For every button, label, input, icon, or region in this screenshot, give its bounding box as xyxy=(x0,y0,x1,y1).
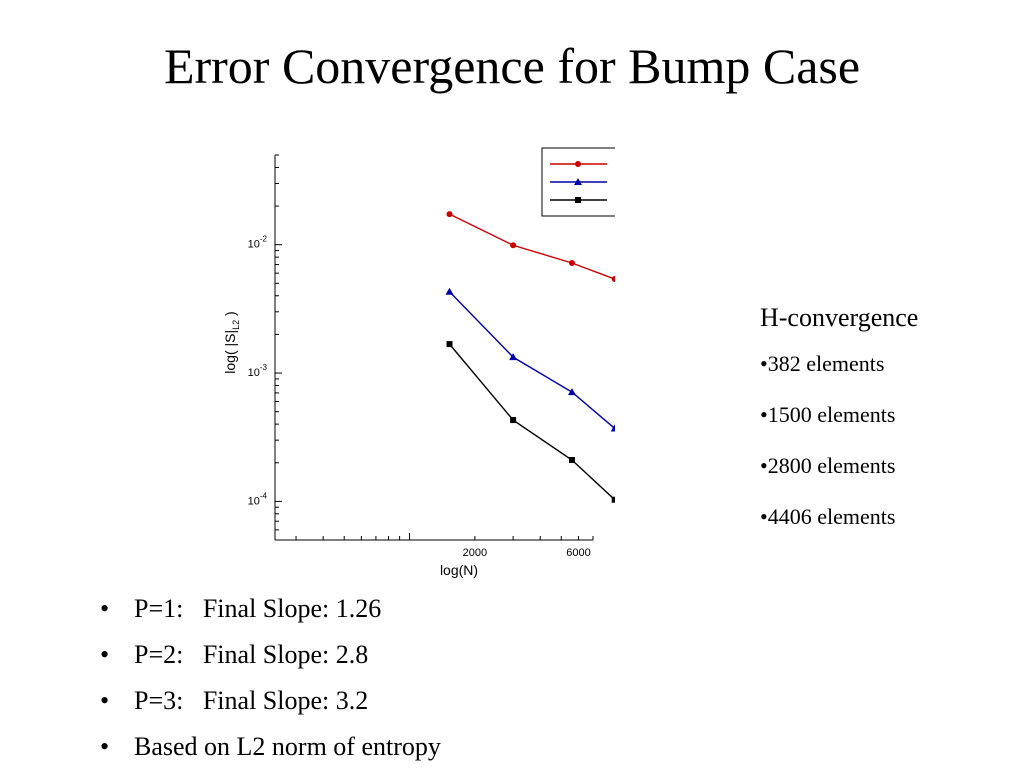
data-point xyxy=(446,341,453,348)
y-tick-label: 10-2 xyxy=(248,235,268,251)
data-point xyxy=(446,211,453,218)
series-line xyxy=(448,343,615,501)
data-point xyxy=(568,260,575,267)
y-tick-label: 10-3 xyxy=(248,363,268,379)
data-point xyxy=(574,178,582,185)
bullet-item: • P=3: Final Slope: 3.2 xyxy=(100,678,441,724)
x-axis-label: log(N) xyxy=(440,562,478,578)
bullet-dot: • xyxy=(100,640,110,669)
bullet-item: • P=1: Final Slope: 1.26 xyxy=(100,586,441,632)
side-item: •2800 elements xyxy=(760,453,896,478)
side-item: •382 elements xyxy=(760,351,885,376)
data-point xyxy=(611,496,615,503)
slope-bullet-list: • P=1: Final Slope: 1.26 • P=2: Final Slop… xyxy=(100,586,441,770)
series-line xyxy=(449,213,615,280)
x-tick-label: 6000 xyxy=(566,547,590,559)
bullet-dot: • xyxy=(100,594,110,623)
data-point xyxy=(575,197,581,203)
bullet-item: • Based on L2 norm of entropy xyxy=(100,724,441,770)
slide-title: Error Convergence for Bump Case xyxy=(163,38,861,94)
side-panel: H-convergence •382 elements •1500 elemen… xyxy=(760,298,918,542)
side-item: •1500 elements xyxy=(760,402,896,427)
data-point xyxy=(610,424,615,432)
data-point xyxy=(567,388,576,396)
y-tick-label: 10-4 xyxy=(248,491,268,507)
bullet-text: P=2: Final Slope: 2.8 xyxy=(134,640,369,669)
series-line xyxy=(449,291,615,429)
bullet-dot: • xyxy=(100,732,110,761)
bullet-item: • P=2: Final Slope: 2.8 xyxy=(100,632,441,678)
x-tick-label: 2000 xyxy=(463,547,487,559)
data-point xyxy=(611,276,615,283)
bullet-text: P=1: Final Slope: 1.26 xyxy=(134,594,382,623)
data-point xyxy=(510,417,517,424)
data-point xyxy=(509,353,518,361)
bullet-text: Based on L2 norm of entropy xyxy=(134,732,441,761)
bullet-dot: • xyxy=(100,686,110,715)
bullet-text: P=3: Final Slope: 3.2 xyxy=(134,686,369,715)
side-item: •4406 elements xyxy=(760,504,896,529)
side-heading: H-convergence xyxy=(760,303,919,332)
data-point xyxy=(568,457,575,464)
data-point xyxy=(575,161,581,167)
data-point xyxy=(510,242,517,249)
y-axis-label: log( |S|L2 ) xyxy=(222,311,241,373)
data-point xyxy=(445,287,454,295)
